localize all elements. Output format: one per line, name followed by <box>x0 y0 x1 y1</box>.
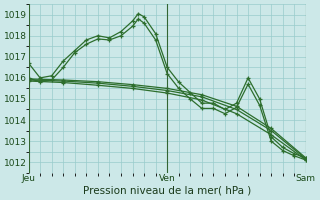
X-axis label: Pression niveau de la mer( hPa ): Pression niveau de la mer( hPa ) <box>83 186 251 196</box>
